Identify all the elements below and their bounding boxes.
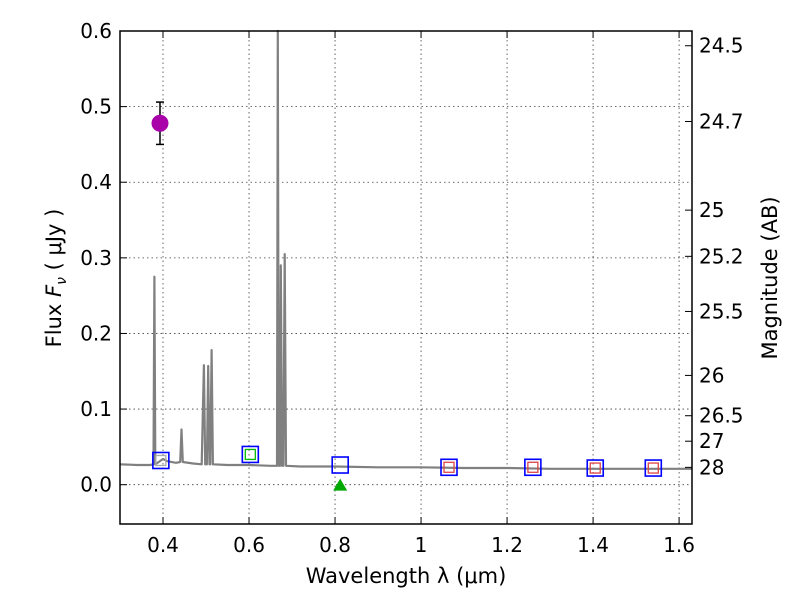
x-tick-label: 1 xyxy=(415,533,428,557)
observed-band-marker xyxy=(443,461,455,473)
synthetic-photometry-marker xyxy=(524,458,542,477)
detection-marker xyxy=(151,114,169,132)
y2-tick-label: 25 xyxy=(699,198,724,222)
spectrum-line xyxy=(119,29,692,470)
plot-frame xyxy=(119,30,693,525)
model-spectrum xyxy=(119,29,692,470)
data-points xyxy=(151,101,663,491)
synthetic-photometry-marker xyxy=(331,456,349,474)
synthetic-photometry-marker xyxy=(644,459,663,477)
synthetic-photometry-marker xyxy=(440,458,458,477)
y2-tick-label: 26.5 xyxy=(699,404,744,428)
x-tick-label: 1.2 xyxy=(491,533,523,557)
y-tick-label: 0.2 xyxy=(80,321,112,345)
observed-band-marker xyxy=(527,461,539,473)
y-tick-label: 0.6 xyxy=(80,19,112,43)
y-tick-label: 0.3 xyxy=(80,246,112,270)
y-axis-label-subscript: ν xyxy=(54,277,70,285)
y2-tick-label: 28 xyxy=(699,455,724,479)
synthetic-photometry-marker xyxy=(241,445,260,464)
observed-band-marker xyxy=(589,462,601,474)
observed-band-marker xyxy=(647,462,659,474)
y-tick-label: 0.0 xyxy=(80,473,112,497)
observed-band-marker xyxy=(244,448,256,461)
x-tick-label: 0.6 xyxy=(233,533,265,557)
y-tick-label: 0.5 xyxy=(80,95,112,119)
y2-tick-label: 25.5 xyxy=(699,299,744,323)
y-axis-label-prefix: Flux xyxy=(42,297,66,347)
axis-ticks xyxy=(120,30,692,524)
synthetic-photometry-marker xyxy=(152,451,170,470)
y2-tick-label: 24.5 xyxy=(699,34,744,58)
synthetic-photometry-marker xyxy=(586,459,605,477)
y-tick-label: 0.1 xyxy=(80,397,112,421)
y2-tick-label: 24.7 xyxy=(699,110,744,134)
observed-band-marker xyxy=(155,454,167,467)
upper-limit-marker xyxy=(333,478,348,491)
y2-tick-label: 27 xyxy=(699,429,724,453)
x-tick-label: 1.6 xyxy=(663,533,695,557)
y-tick-label: 0.4 xyxy=(80,170,112,194)
x-tick-label: 1.4 xyxy=(577,533,609,557)
y-axis-label-symbol: F xyxy=(42,284,66,297)
x-tick-label: 0.4 xyxy=(147,533,179,557)
x-axis-label: Wavelength λ (μm) xyxy=(306,564,507,588)
y2-tick-label: 26 xyxy=(699,363,724,387)
y2-tick-label: 25.2 xyxy=(699,244,744,268)
y-axis-label: Flux Fν ( μJy ) xyxy=(42,209,70,348)
x-tick-label: 0.8 xyxy=(319,533,351,557)
y2-axis-label: Magnitude (AB) xyxy=(758,196,782,359)
y-axis-label-unit: ( μJy ) xyxy=(42,209,66,271)
tick-labels: 0.4 0.6 0.8 1 1.2 1.4 1.6 0.0 0.1 0.2 0.3 0.4 0.5 0.6… xyxy=(80,19,743,557)
